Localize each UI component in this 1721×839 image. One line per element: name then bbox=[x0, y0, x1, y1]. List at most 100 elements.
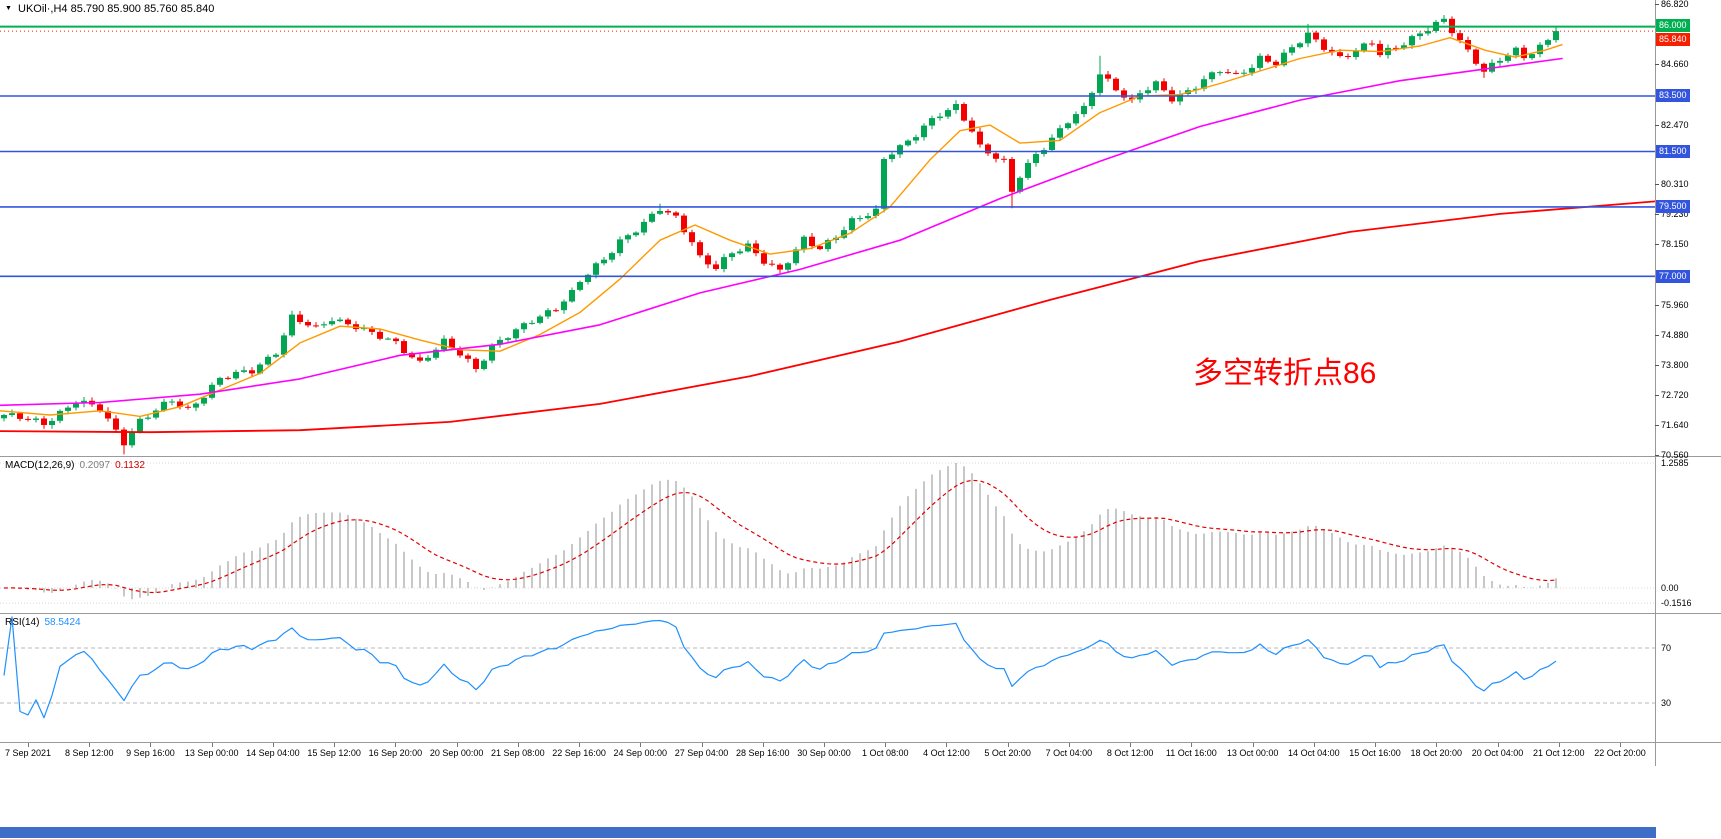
macd-signal-value: 0.1132 bbox=[115, 460, 145, 471]
macd-canvas[interactable] bbox=[0, 457, 1721, 612]
time-tick-mark bbox=[1253, 743, 1254, 747]
time-label: 22 Oct 20:00 bbox=[1594, 748, 1646, 758]
time-tick-mark bbox=[579, 743, 580, 747]
price-tick-mark bbox=[1655, 455, 1659, 456]
ma-fast-orange bbox=[0, 37, 1563, 418]
price-tick-label: 71.640 bbox=[1661, 419, 1689, 430]
price-tick-mark bbox=[1655, 425, 1659, 426]
rsi-value: 58.5424 bbox=[44, 617, 81, 628]
time-tick-mark bbox=[457, 743, 458, 747]
price-tick-mark bbox=[1655, 184, 1659, 185]
time-tick-mark bbox=[702, 743, 703, 747]
time-label: 14 Sep 04:00 bbox=[246, 748, 300, 758]
price-tick-label: 80.310 bbox=[1661, 179, 1689, 190]
time-label: 21 Oct 12:00 bbox=[1532, 748, 1585, 758]
price-tick-label: 78.150 bbox=[1661, 239, 1689, 250]
price-tick-label: 73.800 bbox=[1661, 360, 1689, 371]
price-tick-mark bbox=[1655, 125, 1659, 126]
price-tick-label: 72.720 bbox=[1661, 390, 1689, 401]
price-tick-label: 75.960 bbox=[1661, 300, 1689, 311]
time-tick-mark bbox=[1191, 743, 1192, 747]
time-tick-mark bbox=[150, 743, 151, 747]
time-label: 20 Oct 04:00 bbox=[1471, 748, 1524, 758]
time-label: 21 Sep 08:00 bbox=[491, 748, 545, 758]
price-tick-mark bbox=[1655, 335, 1659, 336]
time-label: 16 Sep 20:00 bbox=[368, 748, 423, 758]
time-label: 30 Sep 00:00 bbox=[797, 748, 851, 758]
price-tick-mark bbox=[1655, 395, 1659, 396]
macd-panel[interactable] bbox=[0, 457, 1721, 612]
time-label: 7 Sep 2021 bbox=[4, 748, 52, 758]
price-tick-mark bbox=[1655, 4, 1659, 5]
price-tick-mark bbox=[1655, 244, 1659, 245]
price-tick-mark bbox=[1655, 365, 1659, 366]
price-tick-label: 82.470 bbox=[1661, 119, 1689, 130]
macd-name: MACD(12,26,9) bbox=[5, 460, 75, 471]
time-label: 27 Sep 04:00 bbox=[674, 748, 729, 758]
time-tick-mark bbox=[518, 743, 519, 747]
horizontal-scrollbar[interactable] bbox=[0, 827, 1656, 838]
indicator-axis-label: 1.2585 bbox=[1661, 458, 1689, 468]
price-tick-mark bbox=[1655, 214, 1659, 215]
time-label: 28 Sep 16:00 bbox=[735, 748, 790, 758]
time-tick-mark bbox=[1314, 743, 1315, 747]
time-label: 24 Sep 00:00 bbox=[613, 748, 668, 758]
ma-slow-red bbox=[0, 200, 1656, 434]
panel-separator bbox=[0, 742, 1721, 743]
time-tick-mark bbox=[1375, 743, 1376, 747]
time-tick-mark bbox=[212, 743, 213, 747]
time-tick-mark bbox=[1498, 743, 1499, 747]
time-label: 8 Oct 12:00 bbox=[1106, 748, 1154, 758]
price-level-box-77.000: 77.000 bbox=[1656, 269, 1690, 283]
time-label: 13 Sep 00:00 bbox=[184, 748, 239, 758]
macd-main-value: 0.2097 bbox=[79, 460, 111, 471]
price-level-box-79.500: 79.500 bbox=[1656, 200, 1690, 214]
time-tick-mark bbox=[1069, 743, 1070, 747]
time-tick-mark bbox=[89, 743, 90, 747]
rsi-name: RSI(14) bbox=[5, 617, 40, 628]
macd-histogram bbox=[11, 463, 1557, 600]
rsi-label: RSI(14) 58.5424 bbox=[5, 617, 86, 628]
price-tick-mark bbox=[1655, 305, 1659, 306]
ohlc-values: 85.790 85.900 85.760 85.840 bbox=[70, 3, 215, 15]
price-level-box-85.840: 85.840 bbox=[1656, 32, 1690, 46]
time-label: 7 Oct 04:00 bbox=[1045, 748, 1093, 758]
macd-label: MACD(12,26,9) 0.2097 0.1132 bbox=[5, 460, 150, 471]
time-tick-mark bbox=[1436, 743, 1437, 747]
candlestick-series bbox=[1, 15, 1559, 455]
main-chart-panel[interactable] bbox=[0, 0, 1721, 456]
price-tick-label: 84.660 bbox=[1661, 58, 1689, 69]
time-tick-mark bbox=[1559, 743, 1560, 747]
rsi-canvas[interactable] bbox=[0, 614, 1721, 742]
price-level-box-81.500: 81.500 bbox=[1656, 144, 1690, 158]
indicator-axis-label: 30 bbox=[1661, 698, 1672, 708]
price-axis-border bbox=[1655, 0, 1656, 766]
time-tick-mark bbox=[1008, 743, 1009, 747]
time-tick-mark bbox=[28, 743, 29, 747]
time-label: 15 Oct 16:00 bbox=[1349, 748, 1401, 758]
price-level-box-83.500: 83.500 bbox=[1656, 89, 1690, 103]
time-label: 22 Sep 16:00 bbox=[552, 748, 606, 758]
time-tick-mark bbox=[1130, 743, 1131, 747]
time-label: 8 Sep 12:00 bbox=[64, 748, 114, 758]
rsi-line bbox=[3, 616, 1557, 719]
price-tick-label: 70.560 bbox=[1661, 449, 1689, 460]
time-label: 5 Oct 20:00 bbox=[984, 748, 1031, 758]
time-tick-mark bbox=[824, 743, 825, 747]
panel-separator[interactable] bbox=[0, 456, 1721, 457]
ma-mid-magenta bbox=[0, 57, 1563, 407]
time-tick-mark bbox=[763, 743, 764, 747]
time-tick-mark bbox=[1620, 743, 1621, 747]
chart-annotation-text: 多空转折点86 bbox=[1193, 357, 1377, 390]
price-tick-label: 79.230 bbox=[1661, 209, 1689, 220]
symbol-dropdown-icon[interactable]: ▼ bbox=[5, 5, 12, 12]
price-level-box-86.000: 86.000 bbox=[1656, 19, 1690, 33]
time-label: 11 Oct 16:00 bbox=[1165, 748, 1217, 758]
price-tick-mark bbox=[1655, 64, 1659, 65]
rsi-panel[interactable] bbox=[0, 614, 1721, 742]
time-label: 13 Oct 00:00 bbox=[1226, 748, 1279, 758]
indicator-axis-label: -0.1516 bbox=[1661, 598, 1692, 608]
panel-separator[interactable] bbox=[0, 613, 1721, 614]
price-tick-label: 74.880 bbox=[1661, 330, 1689, 341]
main-chart-canvas[interactable] bbox=[0, 0, 1721, 456]
